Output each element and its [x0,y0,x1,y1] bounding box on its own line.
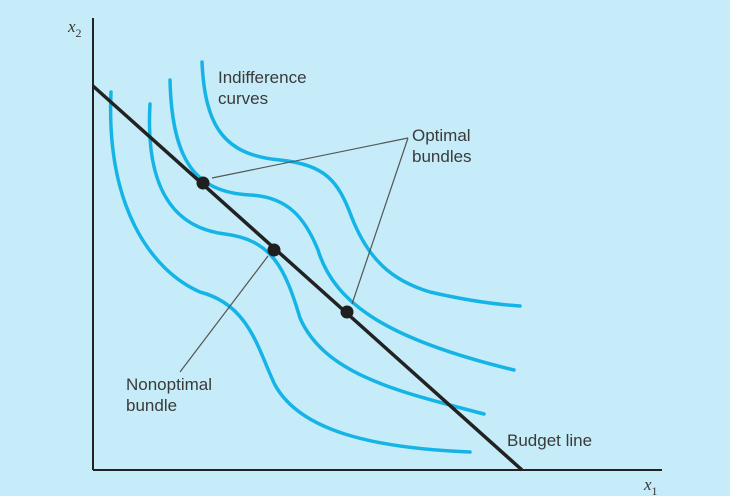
indifference-curve-2 [147,102,486,416]
nonoptimal-bundle-label-line1: Nonoptimal [126,375,212,394]
pointer-optimal-2 [351,137,409,305]
indifference-curve-4 [200,60,522,308]
optimal-bundles-label-line1: Optimal [412,126,471,145]
budget-line-label: Budget line [507,431,592,450]
nonoptimal-bundle-point [267,243,281,257]
pointer-optimal-1 [211,137,409,179]
optimal-bundles-label-line2: bundles [412,147,472,166]
budget-line [91,84,524,472]
indifference-curves-label-line1: Indifference [218,68,307,87]
x-axis-label: x1 [643,475,658,496]
y-axis-label: x2 [67,17,82,40]
indifference-curves-label-line2: curves [218,89,268,108]
nonoptimal-bundle-label-line2: bundle [126,396,177,415]
indifference-curve-1 [108,90,472,454]
indifference-curve-3 [168,78,516,372]
optimal-bundle-point-2 [340,305,354,319]
optimal-bundle-point-1 [196,176,210,190]
pointer-nonoptimal [179,255,269,373]
